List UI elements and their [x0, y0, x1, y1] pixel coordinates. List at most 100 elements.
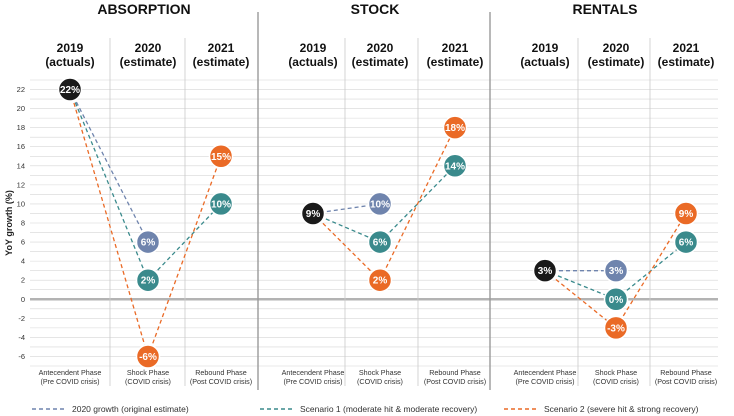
- column-year-sub: (estimate): [193, 55, 250, 69]
- y-tick-label: 8: [21, 219, 25, 228]
- column-year: 2019: [300, 41, 327, 55]
- original-estimate-point-marker: [135, 229, 161, 255]
- panel-title: STOCK: [351, 1, 400, 17]
- points-layer: 6% 2% 10% -6% 15% 22% 10% 6% 14% 2% 18% 9% 3% 0% 6% -3%…: [57, 77, 699, 369]
- scenario1-point-marker: [135, 267, 161, 293]
- y-tick-label: 22: [17, 85, 25, 94]
- panel-title: RENTALS: [572, 1, 637, 17]
- column-year: 2019: [57, 41, 84, 55]
- scenario2-point-marker: [603, 315, 629, 341]
- original-estimate-point-label: 6%: [141, 238, 156, 249]
- phase-label: Antecendent Phase: [282, 368, 345, 377]
- phase-label: Rebound Phase: [660, 368, 712, 377]
- phase-sub-label: (Post COVID crisis): [655, 377, 717, 386]
- scenario1-point-marker: [603, 287, 629, 312]
- scenario2-point-marker: [367, 267, 393, 293]
- original-estimate-point-marker: [367, 191, 393, 217]
- y-tick-label: -2: [18, 314, 25, 323]
- scenario2-point-label: 18%: [445, 123, 465, 134]
- phase-label: Rebound Phase: [195, 368, 247, 377]
- scenario1-line: [615, 241, 687, 300]
- scenario1-line: [379, 165, 456, 243]
- scenario2-line: [615, 213, 687, 329]
- scenario1-point-label: 6%: [679, 238, 694, 249]
- scenario1-point-label: 6%: [373, 238, 388, 249]
- phase-sub-label: (Post COVID crisis): [190, 377, 252, 386]
- original-estimate-point-marker: [603, 258, 629, 283]
- y-tick-label: 10: [17, 199, 25, 208]
- phase-sub-label: (COVID crisis): [593, 377, 639, 386]
- axes-layer: -6 -4 -2 0 2 4 6 8 10 12 14 16 18 20 22 YoY growth (%): [4, 12, 651, 390]
- scenario2-point-marker: [673, 201, 699, 226]
- column-year: 2019: [532, 41, 559, 55]
- phase-label: Shock Phase: [595, 368, 637, 377]
- legend-label-scenario2: Scenario 2 (severe hit & strong recovery…: [544, 404, 699, 414]
- legend-label-scenario1: Scenario 1 (moderate hit & moderate reco…: [300, 404, 477, 414]
- column-year-sub: (estimate): [427, 55, 484, 69]
- y-axis-label: YoY growth (%): [4, 190, 14, 256]
- actual-point-marker: [57, 77, 83, 102]
- column-year-sub: (actuals): [288, 55, 337, 69]
- actual-point-label: 9%: [306, 209, 321, 220]
- scenario1-point-label: 2%: [141, 276, 156, 287]
- scenario1-point-marker: [442, 153, 468, 179]
- scenario1-line: [69, 89, 149, 281]
- scenario1-line: [147, 203, 222, 281]
- column-year: 2021: [673, 41, 700, 55]
- column-year-sub: (estimate): [658, 55, 715, 69]
- phase-label: Antecendent Phase: [514, 368, 577, 377]
- y-tick-label: 18: [17, 123, 25, 132]
- phase-sub-label: (Pre COVID crisis): [515, 377, 574, 386]
- y-tick-label: 0: [21, 295, 25, 304]
- phase-sub-label: (Post COVID crisis): [424, 377, 486, 386]
- column-year: 2020: [135, 41, 162, 55]
- column-year: 2020: [603, 41, 630, 55]
- scenario1-line: [544, 270, 617, 300]
- scenario2-line: [147, 156, 222, 357]
- column-year: 2020: [367, 41, 394, 55]
- scenario1-point-label: 14%: [445, 161, 465, 172]
- scenario2-point-label: -6%: [139, 352, 157, 363]
- y-tick-label: 12: [17, 180, 25, 189]
- scenario1-line: [312, 212, 381, 243]
- actual-point-marker: [300, 201, 326, 226]
- y-tick-label: 14: [17, 161, 25, 170]
- y-tick-label: 6: [21, 238, 25, 247]
- scenario2-point-marker: [442, 115, 468, 140]
- original-estimate-line: [69, 89, 149, 243]
- scenario1-point-label: 10%: [211, 199, 231, 210]
- scenario1-point-marker: [367, 229, 393, 255]
- scenario1-point-label: 0%: [609, 295, 624, 306]
- y-tick-label: 4: [21, 257, 25, 266]
- actual-point-marker: [532, 258, 558, 283]
- scenario2-point-label: -3%: [607, 323, 625, 334]
- scenario1-point-marker: [208, 191, 234, 217]
- column-year-sub: (estimate): [352, 55, 409, 69]
- phase-label: Shock Phase: [359, 368, 401, 377]
- y-tick-label: 16: [17, 142, 25, 151]
- column-year-sub: (actuals): [520, 55, 569, 69]
- scenario2-line: [379, 127, 456, 281]
- phase-sub-label: (COVID crisis): [125, 377, 171, 386]
- phase-label: Antecendent Phase: [39, 368, 102, 377]
- legend: 2020 growth (original estimate) Scenario …: [32, 404, 699, 414]
- phase-sub-label: (Pre COVID crisis): [283, 377, 342, 386]
- legend-label-original: 2020 growth (original estimate): [72, 404, 189, 414]
- scenario2-point-label: 15%: [211, 152, 231, 163]
- scenario2-line: [312, 213, 381, 281]
- actual-point-label: 3%: [538, 266, 553, 277]
- y-tick-label: 20: [17, 104, 25, 113]
- column-year-sub: (actuals): [45, 55, 94, 69]
- y-tick-label: -4: [18, 333, 25, 342]
- scenario2-point-label: 9%: [679, 209, 694, 220]
- column-year: 2021: [208, 41, 235, 55]
- phase-label: Shock Phase: [127, 368, 169, 377]
- scenario2-point-marker: [135, 344, 161, 369]
- phase-label: Rebound Phase: [429, 368, 481, 377]
- phase-sub-label: (Pre COVID crisis): [40, 377, 99, 386]
- scenario2-line: [69, 89, 149, 357]
- phase-sub-label: (COVID crisis): [357, 377, 403, 386]
- column-year: 2021: [442, 41, 469, 55]
